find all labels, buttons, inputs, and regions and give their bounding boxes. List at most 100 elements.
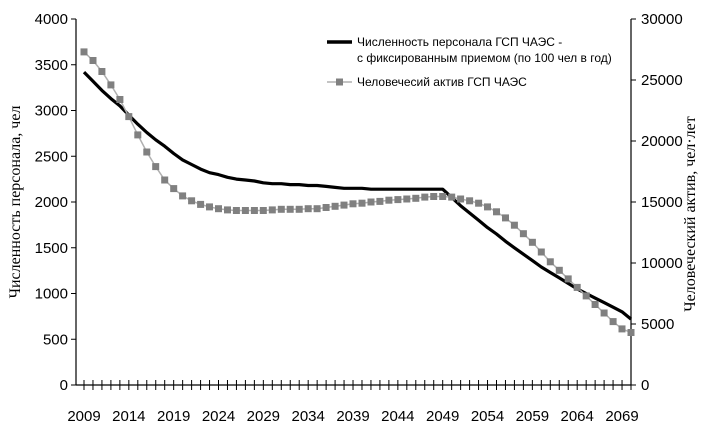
series-point-asset xyxy=(502,214,509,222)
x-tick-label: 2064 xyxy=(561,408,594,425)
series-point-asset xyxy=(555,266,563,274)
series-point-asset xyxy=(206,203,213,211)
series-point-asset xyxy=(421,193,429,201)
y-axis-left-title: Численность персонала, чел xyxy=(7,106,24,299)
series-point-asset xyxy=(295,205,303,213)
series-point-asset xyxy=(403,195,411,203)
series-line-asset xyxy=(83,51,632,334)
series-point-asset xyxy=(143,148,151,156)
series-point-asset xyxy=(376,197,384,205)
series-point-asset xyxy=(564,275,572,283)
x-tick-label: 2009 xyxy=(67,408,100,425)
series-line-staff xyxy=(82,70,633,321)
series-point-asset xyxy=(627,329,635,336)
x-tick-label: 2034 xyxy=(291,408,324,425)
legend-swatch-asset-marker xyxy=(336,78,343,86)
y-right-tick-label: 0 xyxy=(641,377,649,394)
series-point-asset xyxy=(304,205,312,213)
series-point-asset xyxy=(286,205,294,213)
y-left-tick-label: 3000 xyxy=(35,103,68,120)
series-point-asset xyxy=(448,193,456,201)
x-tick-label: 2039 xyxy=(336,408,369,425)
series-point-asset xyxy=(528,238,536,246)
series-point-asset xyxy=(241,207,249,214)
x-tick-label: 2044 xyxy=(381,408,414,425)
series-point-asset xyxy=(179,192,187,200)
series-point-asset xyxy=(170,185,178,193)
series-point-asset xyxy=(358,199,366,207)
axes-group: 0 500 1000 1500 2000 2500 3000 3500 4000 0 5000 100… xyxy=(35,11,683,425)
series-point-asset xyxy=(591,301,599,308)
y-left-tick-label: 500 xyxy=(43,331,68,348)
series-point-asset xyxy=(475,199,483,207)
series-point-asset xyxy=(466,197,474,205)
series-point-asset xyxy=(250,207,258,214)
series-point-asset xyxy=(394,196,402,204)
legend: Численность персонала ГСП ЧАЭС - с фикси… xyxy=(327,35,612,89)
series-point-asset xyxy=(277,205,285,213)
series-point-asset xyxy=(161,176,169,184)
series-point-asset xyxy=(224,206,231,214)
series-point-asset xyxy=(385,196,393,204)
y-right-tick-label: 15000 xyxy=(641,194,683,211)
series-point-asset xyxy=(215,205,222,213)
series-point-asset xyxy=(259,207,267,214)
y-left-tick-label: 2500 xyxy=(35,148,68,165)
series-point-asset xyxy=(618,325,626,333)
x-tick-label: 2024 xyxy=(202,408,235,425)
series-point-asset xyxy=(609,318,617,326)
series-point-asset xyxy=(349,200,357,208)
series-point-asset xyxy=(519,230,527,238)
legend-label-staff-line1: Численность персонала ГСП ЧАЭС - xyxy=(357,35,562,49)
y-right-tick-label: 30000 xyxy=(641,11,683,28)
series-point-asset xyxy=(313,205,321,213)
series-point-asset xyxy=(484,203,491,211)
y-right-tick-label: 25000 xyxy=(641,72,683,89)
y-left-tick-label: 4000 xyxy=(35,11,68,28)
series-point-asset xyxy=(367,198,375,206)
series-point-asset xyxy=(98,68,106,75)
y-right-tick-label: 5000 xyxy=(641,316,674,333)
series-point-asset xyxy=(457,195,465,203)
x-tick-label: 2059 xyxy=(516,408,549,425)
series-point-asset xyxy=(331,202,339,210)
series-point-asset xyxy=(573,283,581,291)
series-point-asset xyxy=(152,163,160,171)
series-point-asset xyxy=(582,292,590,300)
legend-label-staff-line2: с фиксированным приемом (по 100 чел в го… xyxy=(357,51,612,65)
series-point-asset xyxy=(510,221,518,229)
series-group xyxy=(80,48,635,336)
series-point-asset xyxy=(600,309,608,317)
x-tick-label: 2029 xyxy=(247,408,280,425)
series-point-asset xyxy=(340,201,348,209)
series-point-asset xyxy=(80,48,88,56)
series-point-asset xyxy=(412,194,420,202)
series-point-asset xyxy=(268,206,276,214)
legend-label-asset: Человечесий актив ГСП ЧАЭС xyxy=(357,75,527,89)
y-left-tick-label: 1000 xyxy=(35,286,68,303)
series-point-asset xyxy=(125,113,133,121)
y-left-tick-label: 3500 xyxy=(35,57,68,74)
series-point-asset xyxy=(232,207,240,214)
y-left-tick-label: 2000 xyxy=(35,194,68,211)
series-point-asset xyxy=(197,200,205,208)
series-point-asset xyxy=(116,96,124,103)
series-point-asset xyxy=(439,193,447,200)
x-tick-label: 2049 xyxy=(426,408,459,425)
series-point-asset xyxy=(322,204,330,211)
y-axis-right-title: Человеческий актив, чел·лет xyxy=(682,116,699,312)
y-right-tick-label: 20000 xyxy=(641,133,683,150)
y-left-tick-label: 0 xyxy=(60,377,68,394)
x-tick-label: 2054 xyxy=(471,408,504,425)
series-point-asset xyxy=(107,81,115,89)
y-right-tick-label: 10000 xyxy=(641,255,683,272)
series-point-asset xyxy=(537,248,545,256)
y-left-tick-label: 1500 xyxy=(35,240,68,257)
series-point-asset xyxy=(89,57,97,64)
series-point-asset xyxy=(546,258,554,266)
x-tick-label: 2069 xyxy=(605,408,638,425)
series-point-asset xyxy=(188,197,196,205)
series-point-asset xyxy=(430,193,438,200)
